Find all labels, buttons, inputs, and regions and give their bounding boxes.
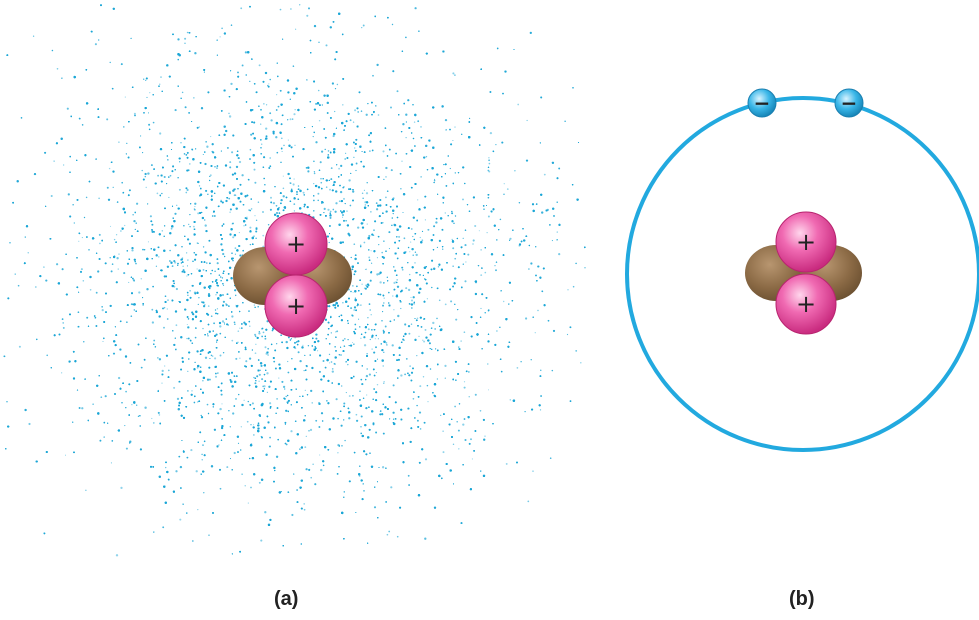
proton-sign: + — [286, 292, 306, 320]
electron-right: − — [834, 88, 864, 118]
nucleus-a: + + — [233, 212, 352, 338]
proton-sign: + — [286, 230, 306, 258]
electron-left: − — [747, 88, 777, 118]
nucleus-b: + + — [745, 211, 862, 335]
proton-sign: + — [796, 290, 816, 318]
panel-b-caption: (b) — [789, 588, 815, 610]
proton-top — [775, 211, 837, 273]
panel-b-orbit-model: + + − − — [625, 88, 979, 452]
proton-sign: + — [796, 228, 816, 256]
electron-sign: − — [754, 91, 771, 115]
panel-a-caption: (a) — [274, 588, 299, 610]
proton-bottom — [775, 273, 837, 335]
proton-bottom — [264, 274, 328, 338]
panel-a-electron-cloud-model: + + — [3, 4, 586, 557]
electron-cloud — [3, 4, 586, 557]
electron-orbit — [625, 96, 979, 452]
electron-sign: − — [841, 91, 858, 115]
